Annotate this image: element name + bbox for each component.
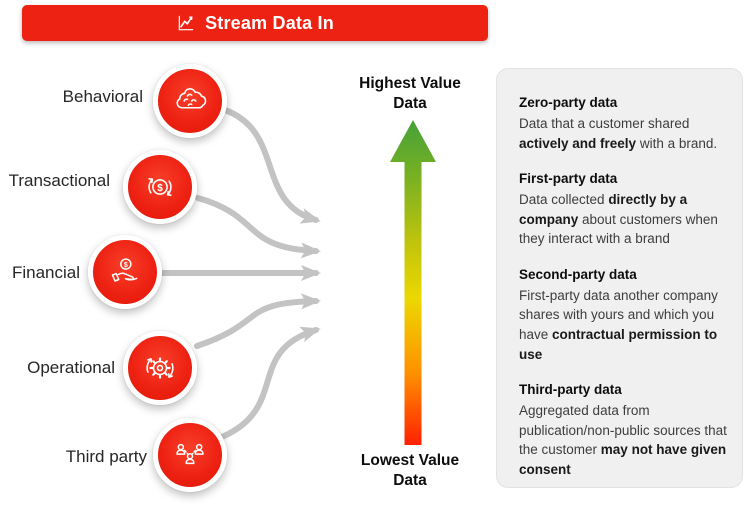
people-network-icon [176,443,204,465]
connector-behavioral [222,107,321,224]
description-bold-text: contractual permission to use [519,326,718,362]
node-third-party [153,418,227,492]
section-heading: Third-party data [519,382,622,398]
highest-value-label: Highest Value Data [359,75,461,113]
description-text: about customers when they interact with … [519,211,718,247]
chart-axes [178,15,194,31]
connector-transactional [195,195,321,259]
label-third-party: Third party [65,447,147,466]
connector-operational [194,293,321,349]
currency-cycle-icon: $ [148,178,172,196]
description-text: Aggregated data from publication/non-pub… [519,403,727,458]
node-transactional: $ [123,150,197,224]
gear-cycle-icon [146,357,174,379]
section-third-party: Third-party data Aggregated data from pu… [519,382,728,479]
section-heading: First-party data [519,171,618,187]
data-types-panel: Zero-party data Data that a customer sha… [496,68,743,488]
label-financial: Financial [11,263,80,282]
description-text: First-party data another company shares … [519,287,718,342]
svg-text:$: $ [124,261,128,269]
chart-line-arrow [189,16,193,20]
label-operational: Operational [27,358,115,377]
node-operational [123,331,197,405]
section-first-party: First-party data Data collected directly… [519,171,728,249]
node-behavioral [153,64,227,138]
section-heading: Second-party data [519,266,637,282]
description-bold-text: may not have given consent [519,442,727,477]
svg-text:$: $ [157,183,163,194]
section-heading: Zero-party data [519,95,618,110]
value-gradient-arrow [390,120,436,445]
hand-coin-icon: $ [111,258,138,282]
section-second-party: Second-party data First-party data anoth… [519,267,728,364]
section-zero-party: Zero-party data Data that a customer sha… [519,95,728,153]
brain-icon [176,88,207,109]
description-bold-text: directly by a company [519,192,688,227]
section-description: Data that a customer shared actively and… [519,114,728,153]
description-bold-text: actively and freely [519,135,637,151]
connector-third-party [219,326,321,440]
line-chart-icon [178,15,194,31]
lowest-value-label: Lowest Value Data [360,452,460,490]
description-text: with a brand. [636,135,718,151]
value-arrow-shape [390,120,436,445]
label-behavioral: Behavioral [62,87,143,106]
node-financial: $ [88,235,162,309]
section-description: First-party data another company shares … [519,286,728,364]
label-transactional: Transactional [8,171,110,190]
section-description: Data collected directly by a company abo… [519,190,728,249]
chart-line [180,16,193,28]
section-description: Aggregated data from publication/non-pub… [519,401,728,479]
description-text: Data collected [519,192,609,208]
stream-data-in-banner: Stream Data In [22,5,488,41]
description-text: Data that a customer shared [519,116,690,131]
banner-title: Stream Data In [205,12,334,33]
